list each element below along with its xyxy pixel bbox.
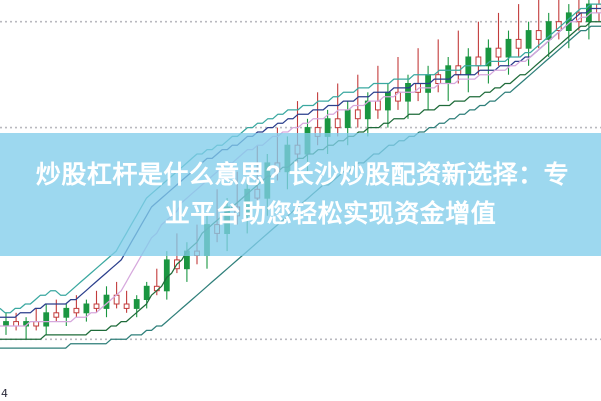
candlestick	[43, 304, 50, 335]
banner-headline-line-1: 炒股杠杆是什么意思? 长沙炒股配资新选择：专	[35, 161, 570, 190]
candlestick	[354, 74, 361, 128]
candlestick	[3, 312, 9, 335]
banner-headline-line-2: 业平台助您轻松实现资金增值	[164, 199, 497, 228]
moving-average-line	[0, 12, 601, 327]
candlestick	[405, 74, 411, 119]
candlestick	[395, 57, 401, 110]
candlestick	[123, 290, 130, 313]
candlestick	[63, 304, 70, 326]
candlestick	[485, 39, 492, 84]
candlestick	[33, 308, 40, 331]
candlestick	[475, 21, 482, 75]
candlestick	[53, 299, 60, 322]
clipped-axis-label: 4	[1, 388, 8, 399]
candlestick	[83, 299, 90, 322]
moving-average-line	[0, 7, 601, 318]
candlestick	[385, 83, 391, 128]
candlestick	[515, 4, 522, 57]
candlestick	[93, 290, 100, 313]
banner-text-block: 炒股杠杆是什么意思? 长沙炒股配资新选择：专 业平台助您轻松实现资金增值	[0, 133, 601, 256]
candlestick	[495, 12, 502, 66]
candlestick	[23, 317, 30, 340]
candlestick	[133, 295, 140, 318]
candlestick	[455, 30, 462, 84]
candlestick	[465, 48, 472, 93]
candlestick	[535, 0, 542, 49]
candlestick	[596, 0, 601, 22]
candlestick	[545, 12, 552, 57]
moving-average-line	[0, 3, 601, 314]
